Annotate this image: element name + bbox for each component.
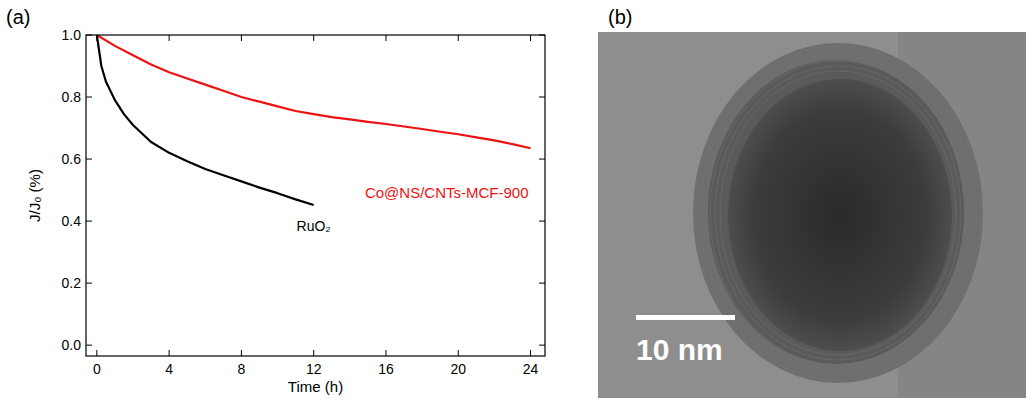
x-tick-top — [458, 35, 459, 41]
x-tick — [313, 350, 314, 356]
series-line — [97, 35, 531, 148]
x-tick-top — [241, 35, 242, 41]
y-tick-label: 0.6 — [62, 151, 82, 167]
x-tick-label: 8 — [238, 361, 246, 377]
graphitic-layer — [715, 66, 961, 360]
x-tick-label: 12 — [306, 361, 322, 377]
x-tick — [458, 350, 459, 356]
plot-frame — [86, 35, 545, 356]
y-tick — [86, 97, 92, 98]
x-tick-top — [530, 35, 531, 41]
x-tick-label: 16 — [378, 361, 394, 377]
graphitic-layer — [700, 51, 976, 375]
particle-shell-inner — [708, 60, 964, 364]
y-tick-label: 1.0 — [62, 27, 82, 43]
x-tick — [385, 350, 386, 356]
y-tick — [86, 345, 92, 346]
x-tick — [96, 350, 97, 356]
scale-bar — [636, 315, 735, 320]
y-tick-label: 0.2 — [62, 275, 82, 291]
graphitic-layer — [705, 56, 971, 370]
y-tick-right — [539, 97, 545, 98]
panel-label: (a) — [6, 6, 30, 28]
series-line — [97, 35, 314, 205]
x-tick-label: 24 — [523, 361, 539, 377]
x-tick — [241, 350, 242, 356]
x-tick — [530, 350, 531, 356]
tem-image — [598, 32, 1026, 398]
scale-bar-label: 10 nm — [636, 333, 723, 366]
y-tick-right — [539, 159, 545, 160]
x-tick — [169, 350, 170, 356]
figure: (a) 0 4 8 12 16 20 24 0.0 0.2 0.4 0.6 0.8 1.0 Co@NS/CN… — [0, 0, 1029, 400]
y-tick-right — [539, 221, 545, 222]
y-tick — [86, 221, 92, 222]
series-label: Co@NS/CNTs-MCF-900 — [365, 184, 529, 201]
x-tick-label: 20 — [450, 361, 466, 377]
panel-label: (b) — [608, 6, 632, 28]
x-tick-top — [169, 35, 170, 41]
graphitic-layer — [720, 71, 956, 355]
graphitic-layer — [710, 61, 966, 365]
graphitic-layer — [695, 46, 981, 380]
y-tick — [86, 159, 92, 160]
y-tick-label: 0.8 — [62, 89, 82, 105]
particle-shell — [693, 43, 983, 383]
x-tick-label: 4 — [165, 361, 173, 377]
x-tick-top — [313, 35, 314, 41]
y-tick-right — [539, 345, 545, 346]
y-axis-title: J/J₀ (%) — [26, 169, 43, 222]
y-tick-label: 0.4 — [62, 213, 82, 229]
y-tick-right — [539, 283, 545, 284]
image-background — [598, 32, 1026, 398]
x-tick-top — [385, 35, 386, 41]
y-tick-label: 0.0 — [62, 337, 82, 353]
y-tick — [86, 283, 92, 284]
plot-lines — [97, 35, 531, 205]
series-label: RuO₂ — [297, 218, 331, 234]
x-tick-label: 0 — [93, 361, 101, 377]
x-axis-title: Time (h) — [288, 378, 343, 395]
particle-core — [728, 79, 952, 351]
